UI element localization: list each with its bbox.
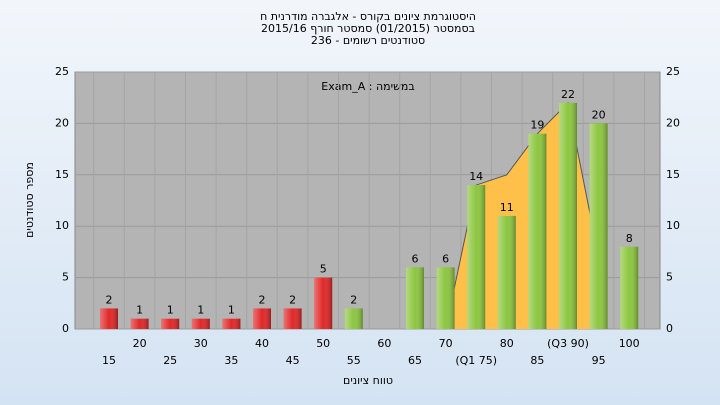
bar-shade [589, 123, 608, 330]
bar-shade [161, 318, 180, 329]
bar-shade [467, 185, 486, 329]
title-line: היסטוגרמת ציונים בקורס - אלגברה מודרנית … [260, 10, 476, 23]
value-label: 22 [561, 88, 575, 101]
x-tick-label: 30 [194, 337, 208, 350]
x-tick-label: (Q1 75) [455, 354, 497, 367]
bar-shade [406, 267, 424, 329]
y-tick-label: 20 [55, 116, 69, 129]
bar-shade [314, 277, 333, 329]
y2-tick-label: 20 [666, 116, 680, 129]
bar-shade [436, 267, 455, 329]
bar-shade [559, 102, 577, 329]
bar-shade [222, 318, 241, 329]
x-tick-label: 65 [408, 354, 422, 367]
x-tick-label: (Q3 90) [547, 337, 589, 350]
y-tick-label: 5 [62, 271, 69, 284]
x-tick-label: 35 [224, 354, 238, 367]
bar-shade [130, 318, 149, 329]
annotation: במשימה : Exam_A [321, 80, 414, 93]
title-line: בסמסטר (01/2015) סמסטר חורף 2015/16 [261, 22, 475, 35]
y-tick-label: 10 [55, 219, 69, 232]
value-label: 2 [350, 293, 357, 306]
y-axis-label: מספר סטודנטים [23, 162, 36, 238]
bar-shade [253, 308, 271, 329]
y2-tick-label: 5 [666, 271, 673, 284]
x-tick-label: 40 [255, 337, 269, 350]
y-tick-label: 25 [55, 65, 69, 78]
value-label: 19 [530, 119, 544, 132]
bar-shade [100, 308, 118, 329]
value-label: 2 [106, 293, 113, 306]
value-label: 2 [259, 293, 266, 306]
y-tick-label: 15 [55, 168, 69, 181]
bar-shade [191, 318, 210, 329]
value-label: 1 [197, 304, 204, 317]
x-axis-label: טווח ציונים [343, 374, 393, 387]
x-tick-label: 45 [286, 354, 300, 367]
value-label: 8 [626, 232, 633, 245]
value-label: 1 [136, 304, 143, 317]
value-label: 11 [500, 201, 514, 214]
value-label: 1 [167, 304, 174, 317]
y2-tick-label: 0 [666, 322, 673, 335]
bar-shade [528, 133, 547, 329]
x-tick-label: 55 [347, 354, 361, 367]
y-tick-label: 0 [62, 322, 69, 335]
value-label: 2 [289, 293, 296, 306]
value-label: 5 [320, 263, 327, 276]
value-label: 6 [442, 252, 449, 265]
x-tick-label: 50 [316, 337, 330, 350]
title-line: סטודנטים רשומים - 236 [311, 34, 425, 47]
value-label: 6 [412, 252, 419, 265]
value-label: 20 [592, 108, 606, 121]
x-tick-label: 70 [439, 337, 453, 350]
x-tick-label: 95 [592, 354, 606, 367]
y2-tick-label: 25 [666, 65, 680, 78]
bar-shade [283, 308, 302, 329]
bar-shade [344, 308, 363, 329]
x-tick-label: 25 [163, 354, 177, 367]
x-tick-label: 60 [377, 337, 391, 350]
x-tick-label: 80 [500, 337, 514, 350]
y2-tick-label: 10 [666, 219, 680, 232]
y2-tick-label: 15 [666, 168, 680, 181]
x-tick-label: 15 [102, 354, 116, 367]
bar-shade [497, 215, 516, 329]
x-tick-label: 100 [619, 337, 640, 350]
x-tick-label: 85 [530, 354, 544, 367]
value-label: 1 [228, 304, 235, 317]
value-label: 14 [469, 170, 483, 183]
x-tick-label: 20 [133, 337, 147, 350]
bar-shade [620, 246, 639, 329]
